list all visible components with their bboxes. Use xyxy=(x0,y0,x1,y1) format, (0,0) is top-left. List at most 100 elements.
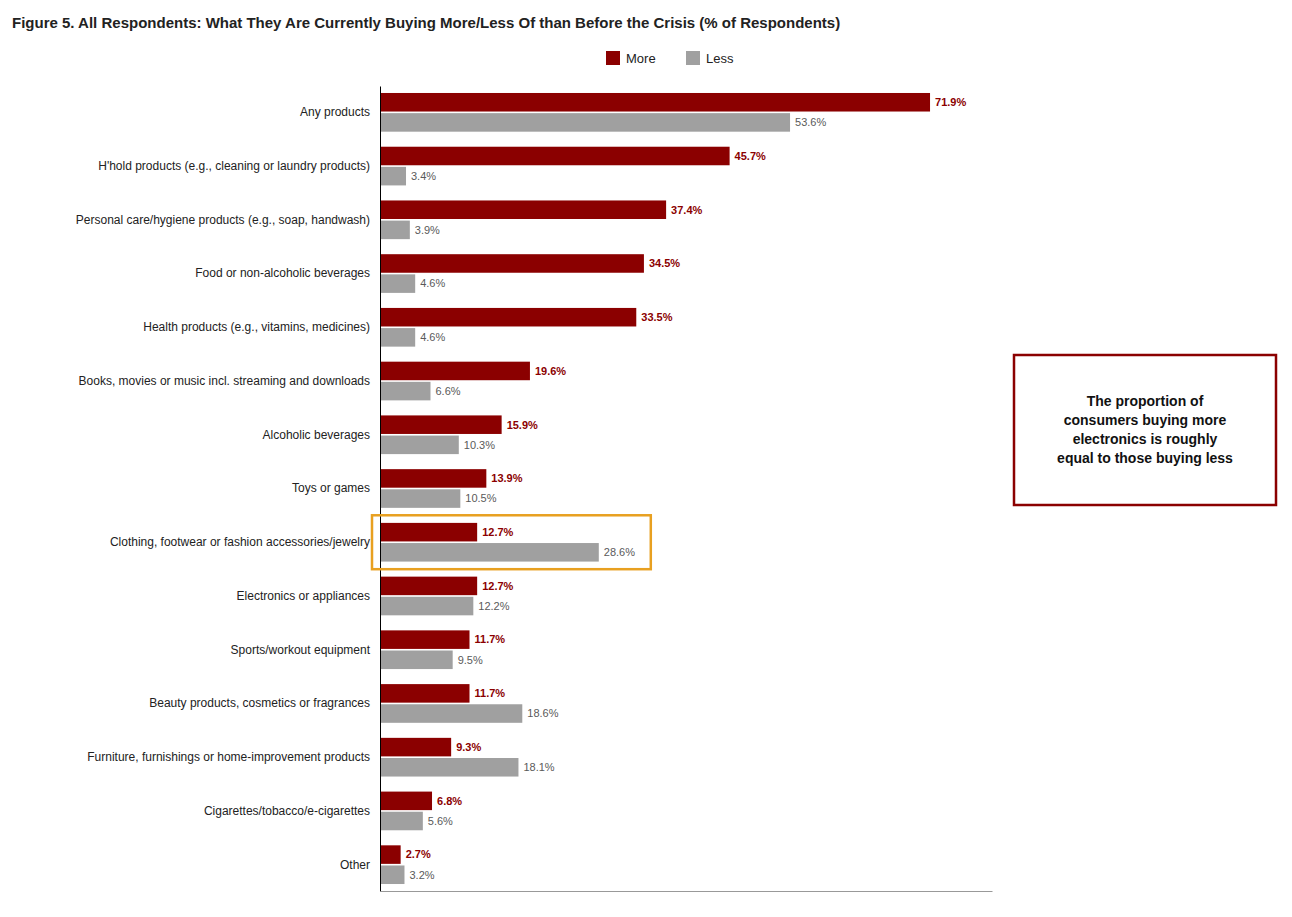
y-tick: Alcoholic beverages xyxy=(263,428,370,442)
bar xyxy=(380,93,930,112)
y-tick-label: Food or non-alcoholic beverages xyxy=(195,266,370,280)
data-label: 10.5% xyxy=(465,492,496,504)
annotation-box xyxy=(1014,355,1276,505)
bar xyxy=(380,845,401,864)
y-tick-label: Alcoholic beverages xyxy=(263,428,370,442)
data-label: 9.3% xyxy=(456,741,481,753)
data-label: 12.2% xyxy=(478,600,509,612)
y-tick-label: Books, movies or music incl. streaming a… xyxy=(79,374,370,388)
legend: MoreLess xyxy=(606,51,734,66)
series-1 xyxy=(380,113,790,884)
bar xyxy=(380,738,451,757)
bar xyxy=(380,328,415,347)
title: Figure 5. All Respondents: What They Are… xyxy=(12,14,840,31)
bar xyxy=(380,630,470,649)
y-tick: Any products xyxy=(300,105,370,119)
bar xyxy=(380,597,473,616)
data-label: 6.8% xyxy=(437,795,462,807)
bar xyxy=(380,436,459,455)
y-tick: Toys or games xyxy=(292,481,370,495)
bar xyxy=(380,147,730,166)
y-tick: Books, movies or music incl. streaming a… xyxy=(79,374,370,388)
bar xyxy=(380,167,406,186)
data-label: 53.6% xyxy=(795,116,826,128)
bar xyxy=(380,684,470,703)
bar xyxy=(380,254,644,273)
bar xyxy=(380,362,530,381)
y-tick-label: Sports/workout equipment xyxy=(231,643,371,657)
bar xyxy=(380,577,477,596)
bar xyxy=(380,221,410,240)
y-tick-label: Toys or games xyxy=(292,481,370,495)
data-label: 33.5% xyxy=(641,311,672,323)
series-0 xyxy=(380,93,930,864)
bar xyxy=(380,113,790,132)
bars xyxy=(380,93,930,884)
x-axis-line xyxy=(381,891,993,892)
data-label: 15.9% xyxy=(507,419,538,431)
annotation-text: The proportion of consumers buying more el… xyxy=(1057,393,1233,466)
y-tick-label: Other xyxy=(340,858,370,872)
y-tick-label: Any products xyxy=(300,105,370,119)
data-label: 28.6% xyxy=(604,546,635,558)
bar xyxy=(380,758,518,777)
legend-label: Less xyxy=(706,51,734,66)
bar xyxy=(380,200,666,219)
bar xyxy=(380,523,477,542)
data-label: 2.7% xyxy=(406,848,431,860)
bar xyxy=(380,651,453,670)
highlight-box xyxy=(372,515,651,569)
data-label: 34.5% xyxy=(649,257,680,269)
data-label: 18.1% xyxy=(523,761,554,773)
y-tick-label: Electronics or appliances xyxy=(237,589,370,603)
y-tick: Personal care/hygiene products (e.g., so… xyxy=(76,213,370,227)
y-axis-line xyxy=(380,87,381,892)
y-tick: Cigarettes/tobacco/e-cigarettes xyxy=(204,804,370,818)
y-tick: Beauty products, cosmetics or fragrances xyxy=(149,696,370,710)
y-tick: Health products (e.g., vitamins, medicin… xyxy=(143,320,370,334)
bar xyxy=(380,415,502,434)
bar xyxy=(380,865,404,884)
annotation-line: consumers buying more xyxy=(1064,412,1227,428)
annotation-line: electronics is roughly xyxy=(1073,431,1218,447)
chart-svg: Figure 5. All Respondents: What They Are… xyxy=(0,0,1292,917)
bar xyxy=(380,792,432,811)
data-label: 13.9% xyxy=(491,472,522,484)
y-tick: Furniture, furnishings or home-improveme… xyxy=(87,750,370,764)
bar xyxy=(380,704,522,723)
annotation-line: equal to those buying less xyxy=(1057,450,1233,466)
y-axis: Any products H'hold products (e.g., clean… xyxy=(76,87,381,892)
bar xyxy=(380,469,486,488)
y-tick: Other xyxy=(340,858,370,872)
y-tick-label: Personal care/hygiene products (e.g., so… xyxy=(76,213,370,227)
y-tick: H'hold products (e.g., cleaning or laund… xyxy=(98,159,370,173)
x-axis xyxy=(381,891,993,892)
data-label: 6.6% xyxy=(435,385,460,397)
data-label: 4.6% xyxy=(420,331,445,343)
legend-swatch xyxy=(686,51,700,65)
legend-swatch xyxy=(606,51,620,65)
y-tick: Sports/workout equipment xyxy=(231,643,371,657)
data-label: 11.7% xyxy=(475,633,506,645)
data-label: 9.5% xyxy=(458,654,483,666)
data-label: 5.6% xyxy=(428,815,453,827)
y-tick-label: Health products (e.g., vitamins, medicin… xyxy=(143,320,370,334)
bar xyxy=(380,812,423,831)
annotation-line: The proportion of xyxy=(1087,393,1204,409)
bar xyxy=(380,274,415,293)
data-label: 12.7% xyxy=(482,580,513,592)
data-label: 11.7% xyxy=(475,687,506,699)
data-label: 3.4% xyxy=(411,170,436,182)
y-tick-label: Clothing, footwear or fashion accessorie… xyxy=(110,535,370,549)
data-label: 45.7% xyxy=(735,150,766,162)
data-label: 37.4% xyxy=(671,204,702,216)
y-tick: Food or non-alcoholic beverages xyxy=(195,266,370,280)
y-tick: Clothing, footwear or fashion accessorie… xyxy=(110,535,370,549)
data-label: 71.9% xyxy=(935,96,966,108)
data-label: 10.3% xyxy=(464,439,495,451)
data-label: 3.2% xyxy=(409,869,434,881)
y-tick-label: H'hold products (e.g., cleaning or laund… xyxy=(98,159,370,173)
data-label: 3.9% xyxy=(415,224,440,236)
annotation: The proportion of consumers buying more el… xyxy=(1014,355,1276,505)
data-label: 12.7% xyxy=(482,526,513,538)
